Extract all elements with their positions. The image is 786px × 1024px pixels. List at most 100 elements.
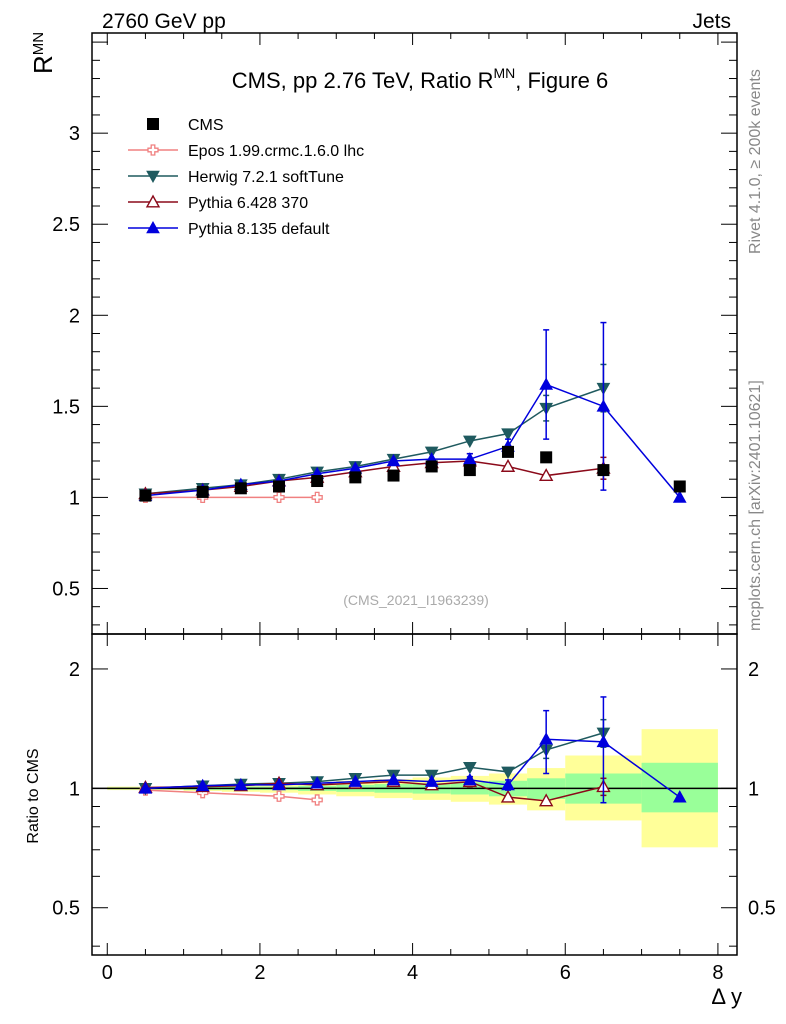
ratio-point-pythia8 — [348, 774, 363, 787]
ratio-point-pythia8 — [272, 777, 286, 791]
analysis-id-watermark: (CMS_2021_I1963239) — [343, 592, 489, 608]
main-panel-ticks: 0.5 1 1.5 2 2.5 3 — [52, 33, 737, 634]
rivet-version-label: Rivet 4.1.0, ≥ 200k events — [747, 69, 764, 254]
main-point-cms — [540, 451, 553, 464]
x-tick-label: 4 — [407, 962, 418, 984]
main-point-pythia8 — [462, 452, 477, 465]
y-tick-label: 2.5 — [52, 214, 80, 236]
main-point-cms — [597, 464, 610, 477]
legend-entry: Pythia 8.135 default — [128, 220, 330, 238]
ratio-panel: 0 2 4 6 8 0.5 0.5 1 1 2 2 Ratio to CMS Δ y — [25, 633, 776, 1009]
main-point-cms — [502, 445, 515, 458]
chart-title-suffix: , Figure 6 — [515, 68, 608, 93]
process-label: Jets — [692, 10, 731, 33]
main-point-cms — [196, 485, 209, 498]
legend-entry: CMS — [147, 117, 224, 134]
main-point-pythia8 — [596, 399, 611, 412]
ratio-point-pythia8 — [672, 790, 687, 803]
y-tick-label: 0.5 — [52, 578, 80, 600]
legend-entry: Epos 1.99.crmc.1.6.0 lhc — [128, 143, 364, 160]
ratio-panel-ticks: 0 2 4 6 8 0.5 0.5 1 1 2 2 — [52, 634, 776, 984]
ratio-ylabel: Ratio to CMS — [25, 748, 42, 843]
main-series-cms — [139, 445, 686, 502]
main-point-cms — [463, 464, 476, 477]
ratio-series-pythia8 — [138, 696, 687, 804]
ratio-point-pythia8 — [539, 732, 554, 745]
main-line-pythia8 — [145, 383, 681, 498]
main-series-pythia6 — [138, 452, 611, 500]
x-tick-label: 6 — [560, 962, 571, 984]
legend-marker — [147, 144, 159, 156]
ratio-point-pythia6 — [500, 789, 516, 803]
legend-label: CMS — [188, 117, 224, 134]
main-panel: 0.511.522.53 RMN CMS, pp 2.76 TeV, Ratio… — [28, 32, 738, 635]
main-ylabel-text: R — [28, 55, 58, 74]
legend-label: Herwig 7.2.1 softTune — [188, 169, 344, 186]
main-ylabel: RMN — [28, 32, 58, 74]
main-point-cms — [273, 480, 286, 493]
chart-title: CMS, pp 2.76 TeV, Ratio RMN, Figure 6 — [232, 65, 608, 93]
main-series-herwig — [138, 363, 611, 501]
y-tick-label: 2 — [69, 305, 80, 327]
main-point-herwig — [501, 428, 515, 441]
y-tick-label-right: 0.5 — [748, 898, 776, 920]
x-tick-label: 0 — [102, 962, 113, 984]
main-point-cms — [387, 469, 400, 482]
legend-marker — [146, 170, 160, 184]
mcplots-label: mcplots.cern.ch [arXiv:2401.10621] — [747, 380, 764, 631]
ratio-panel-frame — [91, 633, 738, 956]
legend-entry: Herwig 7.2.1 softTune — [128, 169, 344, 186]
chart-title-text: CMS, pp 2.76 TeV, Ratio R — [232, 68, 494, 93]
ratio-point-pythia8 — [233, 777, 248, 791]
y-tick-label: 1 — [69, 778, 80, 800]
ratio-point-pythia8 — [386, 772, 401, 786]
ratio-point-pythia8 — [596, 734, 611, 748]
y-tick-label: 2 — [69, 659, 80, 681]
ratio-line-pythia6 — [145, 780, 604, 802]
y-tick-label: 3 — [69, 123, 80, 145]
legend-label: Pythia 6.428 370 — [188, 195, 308, 212]
y-tick-label-right: 1 — [748, 778, 759, 800]
main-point-pythia8 — [672, 490, 687, 503]
main-point-cms — [234, 482, 247, 495]
main-point-cms — [311, 475, 324, 488]
main-point-epos — [273, 491, 285, 504]
main-point-herwig — [462, 435, 477, 448]
main-point-cms — [673, 480, 686, 493]
ratio-xlabel: Δ y — [711, 984, 742, 1009]
ratio-point-herwig — [462, 761, 477, 775]
main-point-pythia8 — [539, 377, 554, 390]
y-tick-label-right: 2 — [748, 659, 759, 681]
legend-label: Epos 1.99.crmc.1.6.0 lhc — [188, 143, 364, 160]
main-ylabel-sup: MN — [30, 32, 47, 55]
main-point-cms — [349, 471, 362, 484]
ratio-point-pythia8 — [424, 774, 439, 787]
x-tick-label: 8 — [712, 962, 723, 984]
ratio-point-epos — [311, 794, 323, 806]
ratio-point-pythia8 — [501, 777, 515, 791]
legend-marker — [145, 194, 161, 208]
main-point-pythia8 — [386, 453, 401, 467]
legend-label: Pythia 8.135 default — [188, 221, 330, 238]
y-tick-label: 0.5 — [52, 898, 80, 920]
ratio-point-pythia8 — [195, 778, 210, 792]
legend-entry: Pythia 6.428 370 — [128, 194, 308, 212]
ratio-point-pythia8 — [310, 776, 325, 789]
ratio-point-pythia8 — [462, 772, 477, 786]
ratio-point-pythia6 — [538, 793, 554, 807]
ratio-line-epos — [145, 789, 318, 801]
main-point-cms — [425, 460, 438, 473]
x-tick-label: 2 — [254, 962, 265, 984]
inner-band — [641, 762, 718, 813]
main-point-epos — [311, 491, 323, 504]
main-point-cms — [139, 489, 152, 502]
ratio-point-herwig — [501, 766, 515, 779]
legend-marker — [146, 220, 160, 234]
ratio-point-pythia8 — [138, 781, 153, 794]
ratio-point-epos — [273, 790, 285, 802]
y-tick-label: 1.5 — [52, 396, 80, 418]
energy-label: 2760 GeV pp — [102, 10, 226, 33]
legend: CMS Epos 1.99.crmc.1.6.0 lhc Herwig 7.2.1 … — [128, 117, 364, 238]
main-point-pythia6 — [538, 468, 554, 482]
